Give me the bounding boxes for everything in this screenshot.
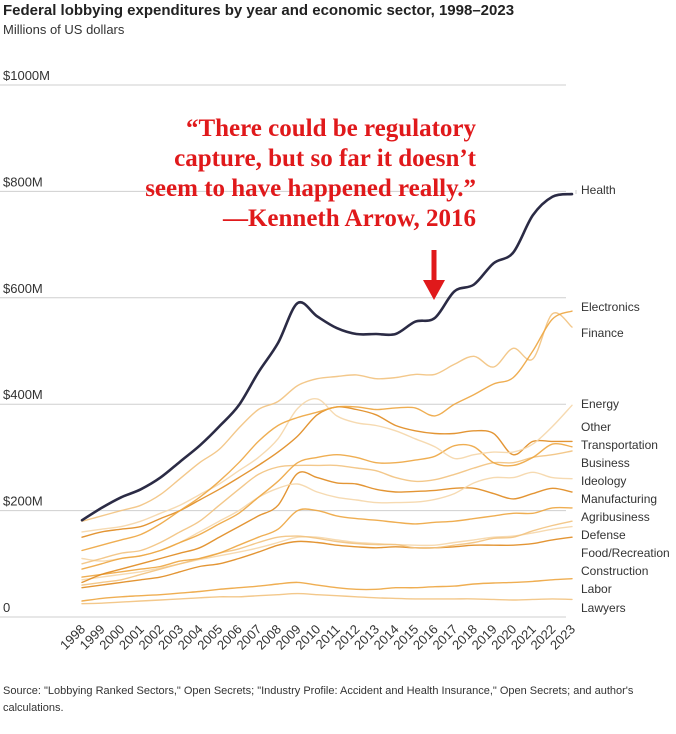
series-label-food-recreation: Food/Recreation <box>581 546 670 560</box>
series-label-other: Other <box>581 420 611 434</box>
series-line-food-recreation <box>81 525 573 581</box>
series-line-lawyers <box>81 592 573 605</box>
series-label-transportation: Transportation <box>581 438 658 452</box>
chart-subtitle: Millions of US dollars <box>3 22 125 37</box>
quote-line: seem to have happened really.” <box>145 175 476 202</box>
y-tick-label: $400M <box>3 387 43 402</box>
series-line-business <box>81 450 573 565</box>
series-label-energy: Energy <box>581 397 619 411</box>
series-label-finance: Finance <box>581 326 624 340</box>
arrow-icon <box>423 250 445 300</box>
quote-attribution: —Kenneth Arrow, 2016 <box>222 205 476 232</box>
series-line-manufacturing <box>81 471 573 584</box>
series-label-business: Business <box>581 456 630 470</box>
series-label-health: Health <box>581 183 616 197</box>
y-tick-label: 0 <box>3 600 10 615</box>
series-line-finance <box>81 312 573 522</box>
y-tick-label: $200M <box>3 494 43 509</box>
quote-line: “There could be regulatory <box>185 115 476 142</box>
source-note: Source: "Lobbying Ranked Sectors," Open … <box>3 685 634 714</box>
y-tick-label: $800M <box>3 174 43 189</box>
series-line-agribusiness <box>81 506 573 578</box>
y-tick-label: $1000M <box>3 68 50 83</box>
series-label-agribusiness: Agribusiness <box>581 510 650 524</box>
quote-annotation: “There could be regulatory capture, but … <box>16 114 476 234</box>
series-line-other <box>81 406 573 538</box>
series-label-lawyers: Lawyers <box>581 601 626 615</box>
series-label-defense: Defense <box>581 528 626 542</box>
series-label-construction: Construction <box>581 564 648 578</box>
series-line-health <box>80 192 574 522</box>
series-line-ideology <box>81 471 573 562</box>
series-line-labor <box>81 578 573 602</box>
chart-title: Federal lobbying expenditures by year an… <box>3 2 515 19</box>
series-label-electronics: Electronics <box>581 300 640 314</box>
series-line-energy <box>81 397 573 533</box>
series-label-labor: Labor <box>581 582 612 596</box>
series-label-manufacturing: Manufacturing <box>581 492 657 506</box>
series-label-ideology: Ideology <box>581 474 626 488</box>
series-line-construction <box>81 536 573 589</box>
quote-line: capture, but so far it doesn’t <box>174 145 476 172</box>
y-tick-label: $600M <box>3 281 43 296</box>
series-line-defense <box>81 520 573 586</box>
series-line-transportation <box>81 442 573 570</box>
series-line-electronics <box>81 310 573 552</box>
